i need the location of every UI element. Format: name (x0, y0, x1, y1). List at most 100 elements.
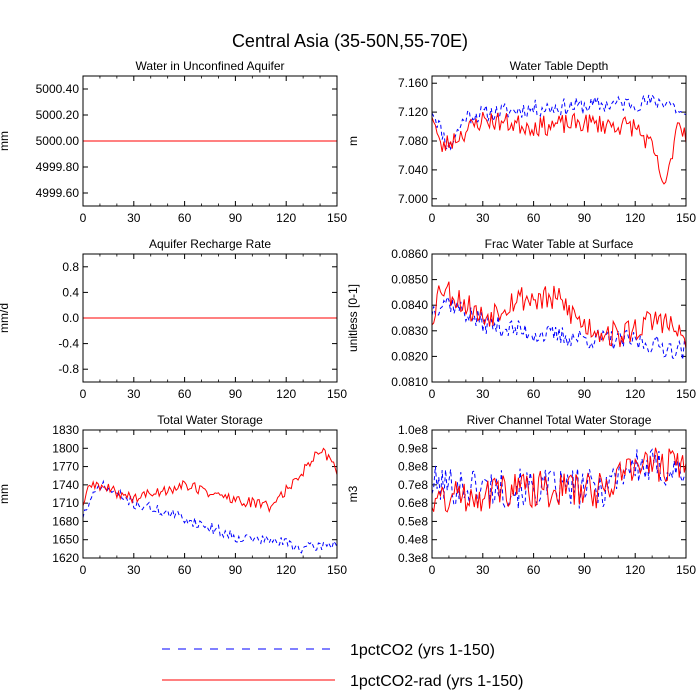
x-tick-label: 150 (676, 563, 696, 577)
x-tick-label: 60 (178, 563, 192, 577)
x-tick-label: 30 (127, 211, 141, 225)
x-tick-label: 150 (327, 211, 347, 225)
x-tick-label: 60 (527, 387, 541, 401)
y-tick-label: -0.8 (58, 362, 79, 376)
x-tick-label: 30 (127, 563, 141, 577)
plot-frame (82, 429, 338, 559)
plot-frame (82, 75, 338, 207)
legend: 1pctCO2 (yrs 1-150) 1pctCO2-rad (yrs 1-15… (162, 642, 523, 690)
plot-frame (431, 75, 687, 207)
y-tick-label: 7.040 (398, 163, 428, 177)
y-tick-label: 1.0e8 (398, 423, 428, 437)
x-tick-label: 120 (276, 211, 296, 225)
y-axis-label: mm (0, 484, 11, 504)
y-tick-label: 0.4e8 (398, 533, 428, 547)
y-tick-label: 0.7e8 (398, 478, 428, 492)
y-tick-label: 1650 (52, 533, 79, 547)
y-tick-label: 4999.80 (36, 160, 80, 174)
series-line-1pctco2-rad (432, 447, 686, 513)
x-tick-label: 120 (276, 563, 296, 577)
x-tick-label: 0 (429, 211, 436, 225)
y-tick-label: 0.0850 (391, 273, 428, 287)
panel-2: Water Table Depth m 0 30 60 90 120 150 7.000 7.04… (346, 59, 696, 225)
x-tick-label: 0 (80, 563, 87, 577)
panel-5: Total Water Storage mm 0 30 60 90 120 150 1620 16… (0, 413, 347, 577)
y-tick-label: 1710 (52, 496, 79, 510)
y-tick-label: 1800 (52, 441, 79, 455)
x-tick-label: 0 (80, 387, 87, 401)
legend-label: 1pctCO2-rad (yrs 1-150) (350, 673, 523, 690)
series-line-1pctco2-rad (432, 111, 686, 185)
x-tick-label: 60 (178, 387, 192, 401)
y-axis-label: mm/d (0, 303, 11, 333)
x-tick-label: 90 (578, 387, 592, 401)
y-tick-label: 0.6e8 (398, 496, 428, 510)
y-tick-label: 5000.20 (36, 108, 80, 122)
series-line-1pctco2 (432, 448, 686, 509)
series-line-1pctco2-rad (432, 281, 686, 349)
x-tick-label: 90 (578, 211, 592, 225)
x-tick-label: 120 (625, 563, 645, 577)
panel-title: Aquifer Recharge Rate (149, 237, 271, 251)
plot-frame (82, 253, 338, 383)
legend-label: 1pctCO2 (yrs 1-150) (350, 642, 495, 659)
x-tick-label: 90 (578, 563, 592, 577)
y-tick-label: 1830 (52, 423, 79, 437)
x-tick-label: 30 (476, 387, 490, 401)
figure-title: Central Asia (35-50N,55-70E) (232, 31, 468, 51)
x-tick-label: 60 (178, 211, 192, 225)
y-tick-label: 7.000 (398, 192, 428, 206)
y-tick-label: 0.0840 (391, 298, 428, 312)
x-tick-label: 60 (527, 563, 541, 577)
x-tick-label: 30 (127, 387, 141, 401)
series-line-1pctco2 (432, 93, 686, 151)
panels: Water in Unconfined Aquifer mm 0 30 60 90 120 1… (0, 59, 696, 577)
x-tick-label: 120 (276, 387, 296, 401)
series-line-1pctco2 (83, 479, 337, 554)
panel-title: Total Water Storage (157, 413, 263, 427)
y-axis-label: m (346, 136, 360, 146)
panel-title: River Channel Total Water Storage (467, 413, 652, 427)
x-tick-label: 0 (80, 211, 87, 225)
x-tick-label: 90 (229, 563, 243, 577)
y-tick-label: 0.9e8 (398, 441, 428, 455)
panel-6: River Channel Total Water Storage m3 0 30 60… (346, 413, 696, 577)
y-tick-label: 0.8e8 (398, 460, 428, 474)
y-tick-label: 1680 (52, 514, 79, 528)
x-tick-label: 60 (527, 211, 541, 225)
y-tick-label: 5000.00 (36, 134, 80, 148)
x-tick-label: 150 (327, 387, 347, 401)
y-tick-label: 7.120 (398, 105, 428, 119)
y-tick-label: 1740 (52, 478, 79, 492)
x-tick-label: 30 (476, 563, 490, 577)
x-tick-label: 0 (429, 563, 436, 577)
y-tick-label: -0.4 (58, 337, 79, 351)
x-tick-label: 90 (229, 387, 243, 401)
y-tick-label: 0.0820 (391, 349, 428, 363)
x-tick-label: 30 (476, 211, 490, 225)
y-tick-label: 0.0830 (391, 324, 428, 338)
series-line-1pctco2 (432, 295, 686, 360)
y-axis-label: unitless [0-1] (346, 284, 360, 352)
x-tick-label: 120 (625, 211, 645, 225)
y-tick-label: 0.0810 (391, 375, 428, 389)
panel-4: Frac Water Table at Surface unitless [0-1… (346, 237, 696, 401)
y-tick-label: 4999.60 (36, 186, 80, 200)
y-axis-label: m3 (346, 485, 360, 502)
y-tick-label: 5000.40 (36, 82, 80, 96)
y-tick-label: 0.3e8 (398, 551, 428, 565)
panel-title: Water Table Depth (510, 59, 609, 73)
plot-frame (431, 429, 687, 559)
y-tick-label: 1620 (52, 551, 79, 565)
x-tick-label: 150 (676, 387, 696, 401)
x-tick-label: 150 (676, 211, 696, 225)
y-tick-label: 1770 (52, 460, 79, 474)
y-tick-label: 0.0860 (391, 247, 428, 261)
panel-1: Water in Unconfined Aquifer mm 0 30 60 90 120 1… (0, 59, 347, 225)
y-tick-label: 0.5e8 (398, 514, 428, 528)
y-tick-label: 0.0 (62, 311, 79, 325)
panel-title: Frac Water Table at Surface (485, 237, 634, 251)
x-tick-label: 150 (327, 563, 347, 577)
x-tick-label: 0 (429, 387, 436, 401)
